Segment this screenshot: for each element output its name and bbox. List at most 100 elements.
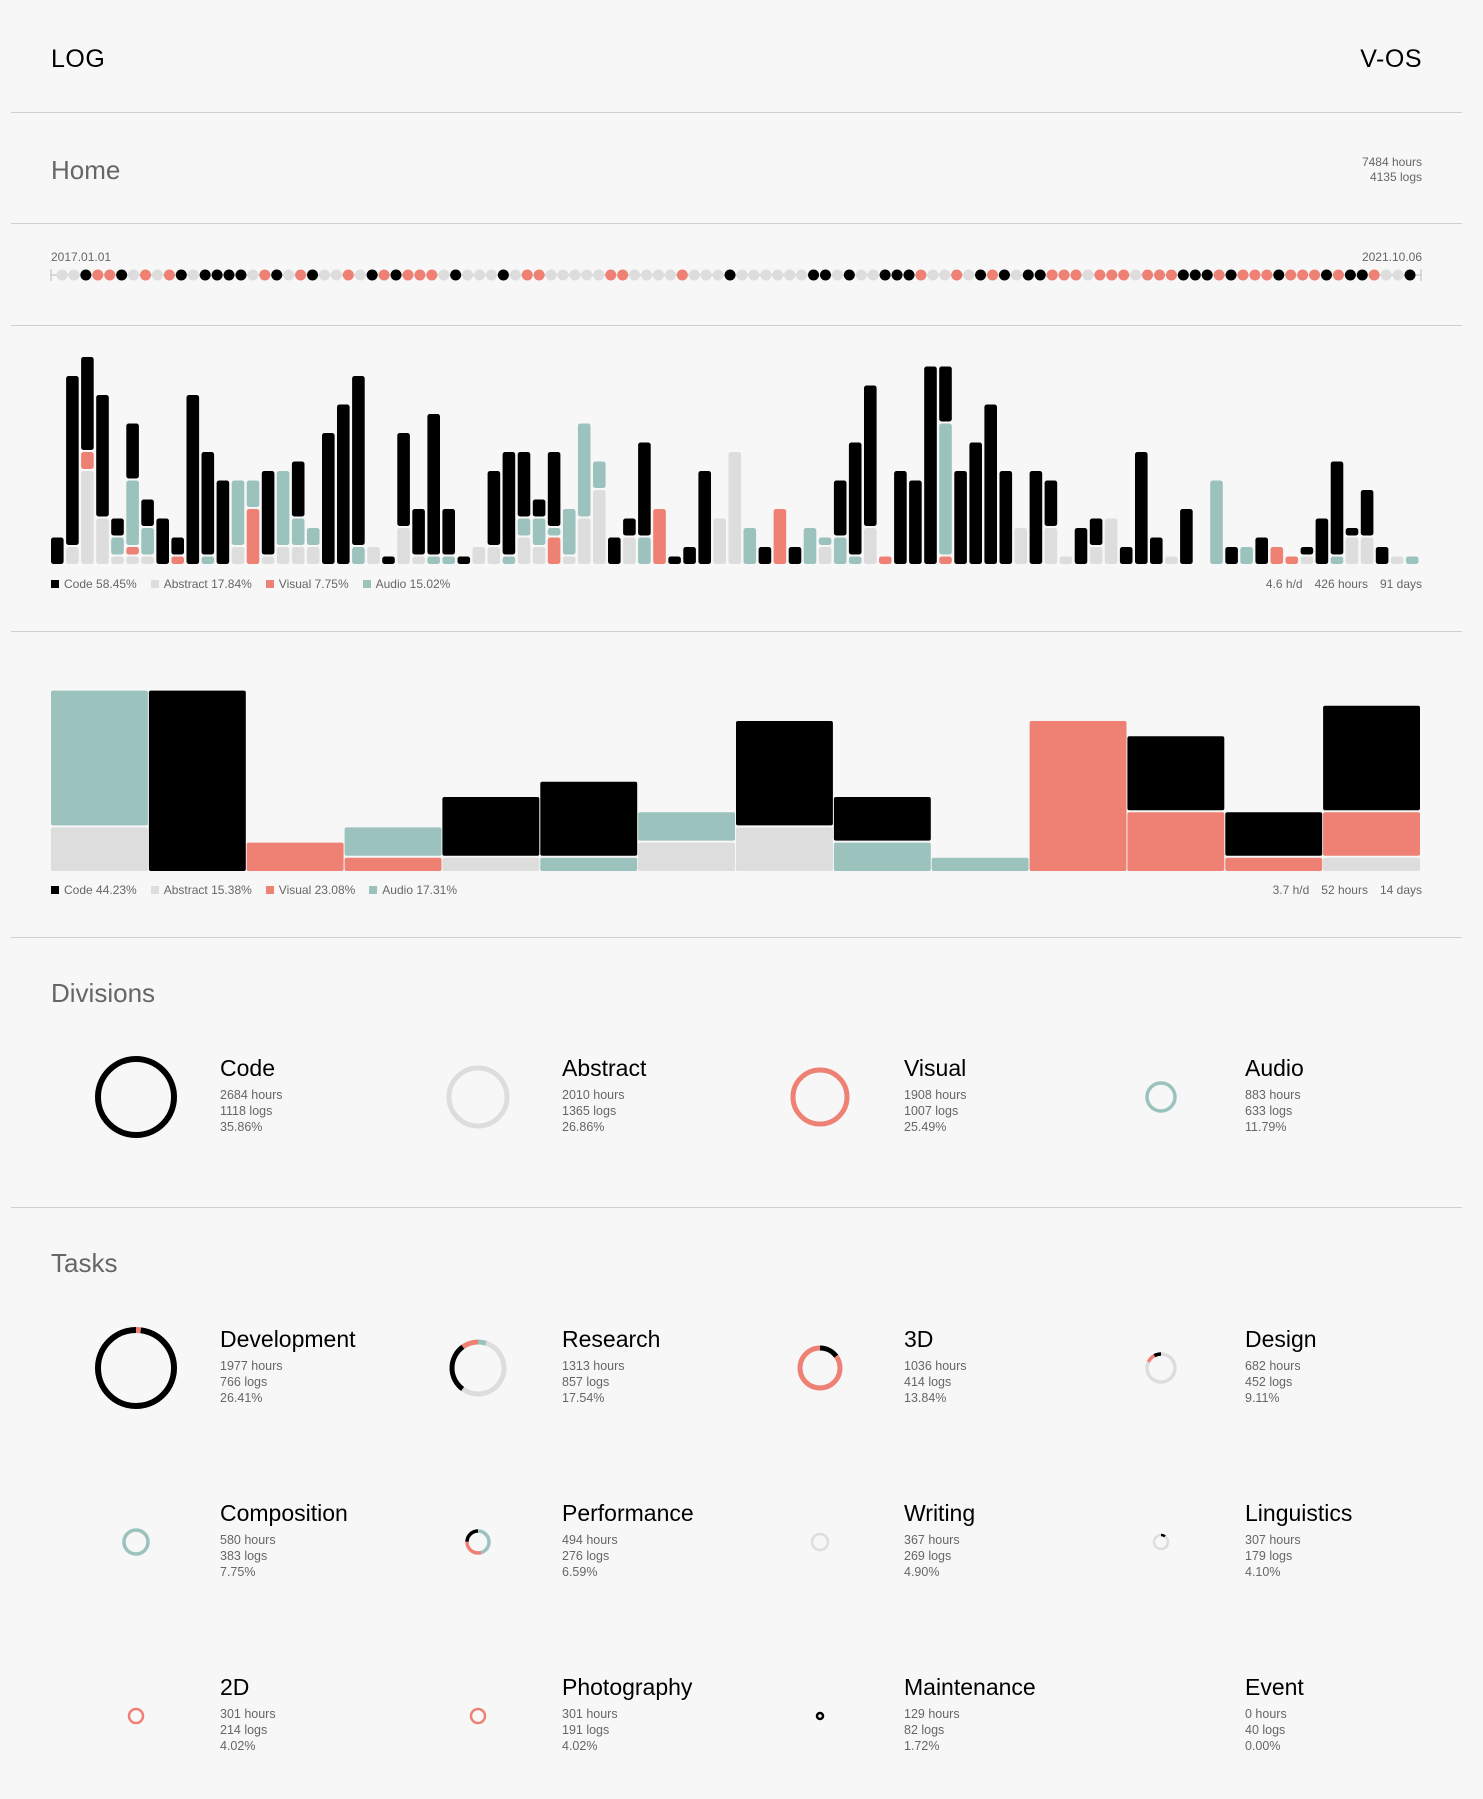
timeline-dot <box>879 269 891 281</box>
card-audio[interactable]: Audio 883 hours 633 logs 11.79% <box>1076 1055 1376 1175</box>
bar-segment-audio <box>562 509 576 555</box>
bar-segment-code <box>833 480 847 536</box>
bar-segment-code <box>337 404 350 564</box>
card-pct: 25.49% <box>904 1120 947 1134</box>
legend-swatch-code <box>51 580 59 588</box>
timeline-dot <box>1010 269 1022 281</box>
timeline-strip[interactable] <box>0 260 1483 290</box>
card-pct: 26.41% <box>220 1391 263 1405</box>
bar-segment-visual <box>653 509 666 564</box>
bar-segment-code <box>427 414 440 555</box>
card-linguistics[interactable]: Linguistics 307 hours 179 logs 4.10% <box>1076 1500 1376 1620</box>
activity-legend: Code 58.45% Abstract 17.84% Visual 7.75%… <box>51 577 450 591</box>
ring-chart <box>815 1711 825 1721</box>
ring-chart <box>95 1056 177 1138</box>
timeline-dot <box>1332 269 1344 281</box>
timeline-dot <box>330 269 342 281</box>
bar-segment-code <box>201 452 215 555</box>
card-writing[interactable]: Writing 367 hours 269 logs 4.90% <box>735 1500 1035 1620</box>
timeline-dot <box>557 269 569 281</box>
bar-segment-audio <box>344 827 442 856</box>
card-logs: 179 logs <box>1245 1549 1293 1563</box>
card-pct: 9.11% <box>1245 1391 1280 1405</box>
bar-segment-code <box>51 537 64 564</box>
timeline-dot <box>354 269 366 281</box>
bar-segment-code <box>1127 736 1225 811</box>
bar-segment-code <box>148 690 246 871</box>
card-event[interactable]: Event 0 hours 40 logs 0.00% <box>1076 1674 1376 1794</box>
card-logs: 276 logs <box>562 1549 610 1563</box>
bar-segment-abstract <box>623 537 636 564</box>
total-hours: 7484 hours <box>1361 155 1422 169</box>
timeline-dot <box>1058 269 1070 281</box>
bar-segment-code <box>412 509 425 555</box>
os-name[interactable]: V-OS <box>1360 45 1422 73</box>
timeline-dot <box>56 269 68 281</box>
legend-label: Audio 15.02% <box>375 577 451 591</box>
bar-segment-abstract <box>442 857 540 871</box>
card-code[interactable]: Code 2684 hours 1118 logs 35.86% <box>51 1055 351 1175</box>
timeline-dot <box>569 269 581 281</box>
card-title: Design <box>1245 1326 1317 1352</box>
timeline-dot <box>831 269 843 281</box>
timeline-dot <box>975 269 987 281</box>
card-photography[interactable]: Photography 301 hours 191 logs 4.02% <box>393 1674 693 1794</box>
card-maintenance[interactable]: Maintenance 129 hours 82 logs 1.72% <box>735 1674 1036 1794</box>
bar-segment-visual <box>1285 556 1299 564</box>
timeline-dot <box>1368 269 1380 281</box>
timeline-dot <box>235 269 247 281</box>
bar-segment-audio <box>51 690 148 826</box>
bar-segment-abstract <box>1104 518 1118 564</box>
card-logs: 214 logs <box>220 1723 268 1737</box>
legend-swatch-code <box>51 886 59 894</box>
bar-segment-abstract <box>818 547 832 564</box>
bar-segment-abstract <box>713 518 726 564</box>
card-3d[interactable]: 3D 1036 hours 414 logs 13.84% <box>735 1326 1035 1446</box>
card-logs: 269 logs <box>904 1549 952 1563</box>
ring-chart <box>790 1067 850 1127</box>
timeline-dot <box>283 269 295 281</box>
card-title: Development <box>220 1326 356 1352</box>
card-research[interactable]: Research 1313 hours 857 logs 17.54% <box>393 1326 693 1446</box>
bar-segment-abstract <box>736 827 833 871</box>
legend-swatch-audio <box>362 580 371 588</box>
tasks-title: Tasks <box>51 1248 118 1278</box>
timeline-dot <box>1070 269 1082 281</box>
card-pct: 4.90% <box>904 1565 940 1579</box>
legend-item-audio: Audio 17.31% <box>369 883 457 897</box>
divider <box>11 1207 1462 1208</box>
card-composition[interactable]: Composition 580 hours 383 logs 7.75% <box>51 1500 351 1620</box>
bar-segment-audio <box>352 547 365 564</box>
ring-chart <box>1076 1674 1226 1799</box>
app-logo[interactable]: LOG <box>51 45 106 73</box>
card-abstract[interactable]: Abstract 2010 hours 1365 logs 26.86% <box>393 1055 693 1175</box>
bar-segment-audio <box>306 528 320 545</box>
timeline-dot <box>545 269 557 281</box>
timeline-dot <box>163 269 175 281</box>
bar-segment-audio <box>141 528 154 555</box>
summary-hours: 426 hours <box>1314 577 1368 591</box>
card-visual[interactable]: Visual 1908 hours 1007 logs 25.49% <box>735 1055 1035 1175</box>
card-hours: 1977 hours <box>220 1359 283 1373</box>
legend-swatch-visual <box>265 886 274 894</box>
timeline-dot <box>1380 269 1392 281</box>
timeline-dot <box>843 269 855 281</box>
timeline-dot <box>915 269 927 281</box>
card-design[interactable]: Design 682 hours 452 logs 9.11% <box>1076 1326 1376 1446</box>
bar-segment-audio <box>848 556 862 564</box>
summary-hours: 52 hours <box>1321 883 1368 897</box>
timeline-dot <box>1106 269 1118 281</box>
bar-segment-code <box>1029 471 1043 564</box>
timeline-dot <box>223 269 235 281</box>
card-title: Code <box>220 1055 275 1081</box>
card-development[interactable]: Development 1977 hours 766 logs 26.41% <box>51 1326 356 1446</box>
card-title: 2D <box>220 1674 250 1700</box>
bar-segment-audio <box>1405 556 1419 564</box>
card-2d[interactable]: 2D 301 hours 214 logs 4.02% <box>51 1674 351 1794</box>
bar-segment-abstract <box>532 547 546 564</box>
bar-segment-code <box>683 547 696 564</box>
card-performance[interactable]: Performance 494 hours 276 logs 6.59% <box>393 1500 694 1620</box>
legend-item-abstract: Abstract 15.38% <box>150 883 252 897</box>
card-logs: 1365 logs <box>562 1104 617 1118</box>
bar-segment-abstract <box>1059 556 1073 564</box>
